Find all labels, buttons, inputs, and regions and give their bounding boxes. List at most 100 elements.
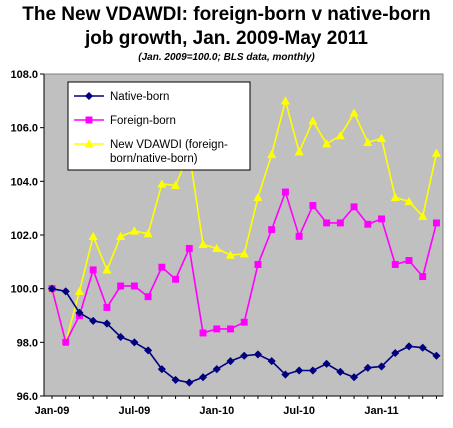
- legend-label: Native-born: [110, 91, 169, 103]
- native-born-point: [171, 375, 180, 385]
- y-tick-label: 96.0: [17, 391, 38, 403]
- foreign-born-point: [185, 244, 193, 252]
- native-born-point: [432, 351, 441, 360]
- foreign-born-point: [227, 325, 234, 333]
- y-tick-label: 108.0: [10, 69, 38, 81]
- chart-subtitle: (Jan. 2009=100.0; BLS data, monthly): [138, 52, 315, 63]
- native-born-point: [84, 91, 94, 101]
- foreign-born-point: [295, 232, 303, 240]
- series-2: [47, 96, 442, 346]
- series-layer: [47, 96, 442, 387]
- native-born-point: [116, 332, 125, 342]
- vdawdi-point: [239, 249, 249, 258]
- native-born-point: [267, 356, 276, 366]
- vdawdi-point: [74, 286, 85, 295]
- native-born-point: [47, 284, 57, 293]
- native-born-point: [404, 342, 414, 351]
- foreign-born-point: [309, 202, 317, 209]
- vdawdi-point: [376, 133, 387, 143]
- vdawdi-point: [84, 139, 94, 148]
- foreign-born-point: [378, 215, 385, 223]
- native-born-point: [130, 338, 139, 347]
- native-born-point: [322, 359, 331, 368]
- vdawdi-point: [143, 228, 153, 238]
- vdawdi-point: [88, 231, 98, 240]
- foreign-born-point: [62, 338, 70, 346]
- foreign-born-point: [419, 273, 427, 281]
- legend: Native-born Foreign-born New VDAWDI (forei…: [67, 81, 251, 171]
- vdawdi-point: [212, 243, 222, 253]
- foreign-born-point: [254, 261, 262, 268]
- y-tick-label: 104.0: [10, 176, 38, 188]
- vdawdi-point: [308, 116, 318, 125]
- vdawdi-point: [363, 137, 373, 147]
- foreign-born-point: [158, 263, 166, 271]
- native-born-point: [336, 367, 345, 377]
- native-born-point: [363, 363, 372, 372]
- native-born-point: [294, 366, 304, 375]
- foreign-born-point: [172, 275, 180, 283]
- foreign-born-point: [117, 282, 125, 290]
- vdawdi-point: [321, 139, 332, 148]
- vdawdi-point: [157, 179, 167, 188]
- vdawdi-point: [335, 131, 345, 140]
- vdawdi-point: [253, 192, 263, 202]
- x-tick-label: Jan-10: [199, 405, 234, 417]
- native-born-point: [281, 370, 290, 379]
- chart-title: The New VDAWDI: foreign-born v native-bo…: [22, 4, 431, 25]
- vdawdi-point: [116, 231, 126, 240]
- foreign-born-point: [336, 219, 344, 227]
- vdawdi-point: [198, 239, 208, 249]
- vdawdi-point: [267, 149, 277, 159]
- native-born-point: [349, 373, 359, 382]
- vdawdi-point: [129, 226, 140, 235]
- vdawdi-point: [418, 211, 428, 220]
- native-born-point: [157, 365, 166, 374]
- legend-label: New VDAWDI (foreign-: [110, 139, 228, 151]
- native-born-point: [240, 351, 249, 360]
- native-born-point: [418, 343, 427, 352]
- foreign-born-point: [240, 318, 248, 326]
- native-born-point: [198, 373, 208, 382]
- y-tick-label: 106.0: [10, 123, 38, 135]
- foreign-born-point: [405, 257, 413, 264]
- vdawdi-point: [404, 196, 414, 206]
- foreign-born-point: [103, 304, 111, 311]
- foreign-born-point: [89, 266, 97, 274]
- foreign-born-point: [432, 219, 440, 227]
- vdawdi-point: [390, 192, 400, 202]
- vdawdi-point: [102, 265, 112, 274]
- foreign-born-point: [281, 188, 289, 196]
- foreign-born-point: [323, 219, 331, 227]
- native-born-point: [61, 287, 70, 296]
- native-born-point: [377, 362, 386, 371]
- foreign-born-point: [85, 116, 93, 124]
- vdawdi-point: [280, 96, 291, 105]
- foreign-born-point: [144, 293, 152, 301]
- x-tick-label: Jan-09: [35, 405, 70, 417]
- y-tick-label: 102.0: [10, 230, 38, 242]
- vdawdi-point: [294, 147, 304, 156]
- x-tick-label: Jul-10: [283, 405, 315, 417]
- native-born-point: [391, 348, 400, 358]
- series-0: [47, 284, 441, 387]
- foreign-born-point: [213, 325, 221, 333]
- x-tick-label: Jul-09: [118, 405, 150, 417]
- legend-label: Foreign-born: [110, 115, 176, 127]
- chart-title-line2: job growth, Jan. 2009-May 2011: [85, 28, 368, 49]
- y-tick-label: 98.0: [17, 337, 38, 349]
- native-born-point: [75, 308, 84, 317]
- native-born-point: [102, 319, 112, 328]
- vdawdi-point: [431, 148, 442, 157]
- native-born-point: [89, 316, 98, 326]
- y-tick-label: 100.0: [10, 284, 38, 296]
- native-born-point: [212, 365, 221, 374]
- native-born-point: [143, 346, 153, 355]
- foreign-born-point: [199, 329, 207, 337]
- native-born-point: [185, 378, 194, 387]
- x-tick-label: Jan-11: [364, 405, 398, 417]
- foreign-born-point: [391, 261, 399, 268]
- legend-label: born/native-born): [110, 153, 198, 165]
- foreign-born-point: [350, 203, 358, 211]
